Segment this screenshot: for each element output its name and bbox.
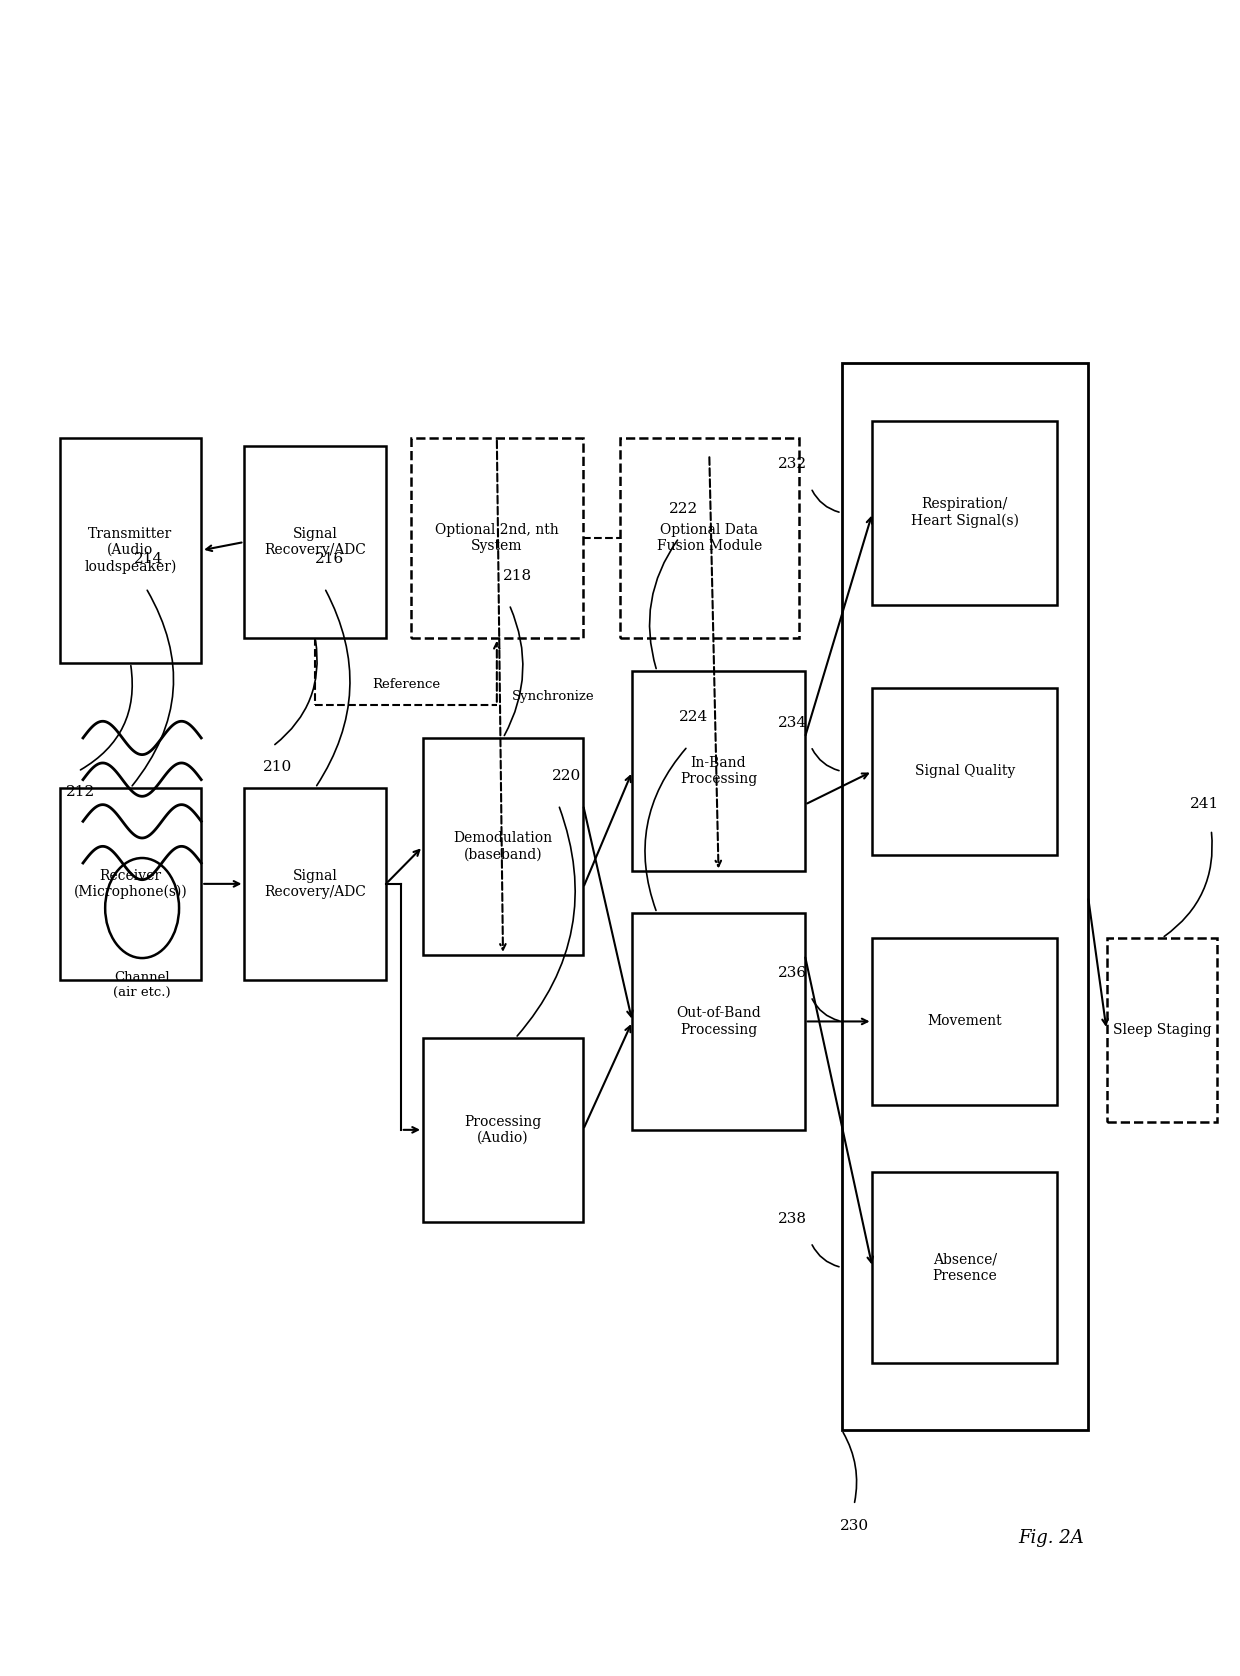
Text: Demodulation
(baseband): Demodulation (baseband) bbox=[454, 831, 553, 861]
Text: 222: 222 bbox=[670, 501, 698, 516]
Text: 214: 214 bbox=[134, 551, 162, 566]
FancyBboxPatch shape bbox=[60, 437, 201, 664]
Text: Transmitter
(Audio
loudspeaker): Transmitter (Audio loudspeaker) bbox=[84, 526, 176, 573]
FancyBboxPatch shape bbox=[620, 437, 799, 639]
Text: Processing
(Audio): Processing (Audio) bbox=[464, 1115, 542, 1145]
Text: Reference: Reference bbox=[372, 679, 440, 691]
FancyBboxPatch shape bbox=[873, 421, 1058, 605]
Text: 241: 241 bbox=[1190, 798, 1220, 811]
FancyBboxPatch shape bbox=[244, 446, 386, 639]
Text: Fig. 2A: Fig. 2A bbox=[1018, 1530, 1084, 1547]
Text: 232: 232 bbox=[777, 458, 807, 471]
Text: Signal
Recovery/ADC: Signal Recovery/ADC bbox=[264, 526, 366, 556]
Text: 212: 212 bbox=[66, 786, 95, 799]
FancyBboxPatch shape bbox=[873, 1172, 1058, 1363]
Text: 236: 236 bbox=[777, 965, 807, 980]
Text: 220: 220 bbox=[552, 769, 582, 783]
Text: Out-of-Band
Processing: Out-of-Band Processing bbox=[676, 1006, 761, 1036]
FancyBboxPatch shape bbox=[1106, 939, 1218, 1121]
Text: Channel
(air etc.): Channel (air etc.) bbox=[113, 972, 171, 999]
Text: Signal Quality: Signal Quality bbox=[915, 764, 1016, 778]
Text: Movement: Movement bbox=[928, 1014, 1002, 1029]
FancyBboxPatch shape bbox=[423, 737, 583, 955]
FancyBboxPatch shape bbox=[632, 913, 805, 1130]
Text: Optional 2nd, nth
System: Optional 2nd, nth System bbox=[435, 523, 559, 553]
Text: Optional Data
Fusion Module: Optional Data Fusion Module bbox=[657, 523, 761, 553]
FancyBboxPatch shape bbox=[632, 670, 805, 872]
Text: 216: 216 bbox=[315, 551, 343, 566]
FancyBboxPatch shape bbox=[842, 362, 1087, 1430]
Text: 234: 234 bbox=[777, 716, 807, 729]
Text: Signal
Recovery/ADC: Signal Recovery/ADC bbox=[264, 868, 366, 898]
FancyBboxPatch shape bbox=[410, 437, 583, 639]
Text: Synchronize: Synchronize bbox=[512, 691, 594, 702]
Text: 210: 210 bbox=[263, 761, 293, 774]
Text: 224: 224 bbox=[680, 711, 708, 724]
FancyBboxPatch shape bbox=[423, 1037, 583, 1222]
FancyBboxPatch shape bbox=[873, 687, 1058, 855]
FancyBboxPatch shape bbox=[244, 788, 386, 980]
Text: In-Band
Processing: In-Band Processing bbox=[680, 756, 758, 786]
Text: Receiver
(Microphone(s)): Receiver (Microphone(s)) bbox=[73, 868, 187, 900]
Text: Sleep Staging: Sleep Staging bbox=[1112, 1022, 1211, 1037]
Text: Absence/
Presence: Absence/ Presence bbox=[932, 1252, 997, 1282]
FancyBboxPatch shape bbox=[60, 788, 201, 980]
FancyBboxPatch shape bbox=[873, 939, 1058, 1104]
Text: 218: 218 bbox=[503, 568, 532, 583]
Text: Respiration/
Heart Signal(s): Respiration/ Heart Signal(s) bbox=[911, 498, 1019, 528]
Text: 230: 230 bbox=[839, 1518, 868, 1534]
Text: 238: 238 bbox=[779, 1212, 807, 1225]
